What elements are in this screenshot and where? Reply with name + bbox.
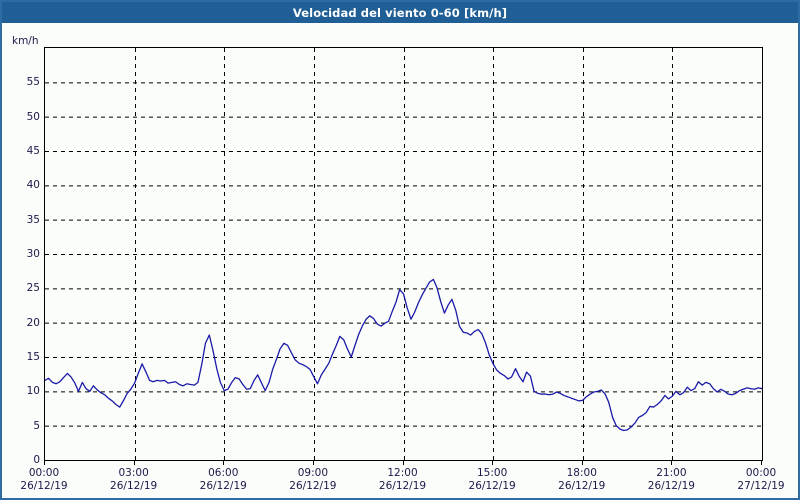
y-axis-tick-label: 0 [33, 454, 40, 466]
x-axis-tick-label: 21:00 26/12/19 [648, 467, 695, 493]
x-axis-tick-label: 09:00 26/12/19 [289, 467, 336, 493]
x-axis-tick-label: 06:00 26/12/19 [200, 467, 247, 493]
y-axis-tick-label: 55 [26, 76, 40, 89]
data-series-layer [45, 278, 762, 432]
x-tick-date: 26/12/19 [468, 480, 516, 492]
x-tick-time: 09:00 [297, 467, 329, 479]
plot-area [44, 47, 763, 461]
y-axis-tick-label: 35 [26, 213, 40, 226]
y-axis-tick-label: 30 [26, 248, 40, 260]
x-axis-tick-label: 00:00 26/12/19 [20, 467, 67, 493]
x-axis-tick-label: 15:00 26/12/19 [469, 467, 516, 493]
y-axis-tick-label: 10 [26, 385, 40, 398]
x-tick-time: 00:00 [28, 467, 60, 479]
x-tick-time: 06:00 [208, 467, 239, 479]
data-series-line [45, 278, 762, 432]
x-axis-tick-marks [44, 461, 762, 465]
x-axis-tick-label: 12:00 26/12/19 [379, 467, 426, 493]
x-axis-tick-label: 18:00 26/12/19 [558, 467, 605, 493]
x-tick-date: 26/12/19 [199, 480, 247, 492]
x-tick-date: 26/12/19 [378, 480, 427, 492]
x-tick-date: 27/12/19 [737, 480, 785, 492]
y-axis-unit-label: km/h [12, 35, 39, 47]
x-tick-time: 18:00 [566, 467, 597, 479]
x-tick-date: 26/12/19 [110, 480, 158, 492]
x-axis-tick-label: 03:00 26/12/19 [110, 467, 157, 493]
y-axis-tick-label: 40 [26, 179, 40, 192]
page-title: Velocidad del viento 0-60 [km/h] [292, 5, 508, 20]
y-axis-tick-label: 20 [26, 316, 40, 329]
x-tick-date: 26/12/19 [289, 480, 337, 492]
x-axis-tick-labels: 00:00 26/12/19 03:00 26/12/19 06:00 26/12/19 0… [20, 463, 784, 495]
y-axis-tick-label: 5 [33, 419, 40, 432]
y-axis-tick-labels: 0 5 10 15 20 25 30 35 40 45 50 55 [2, 47, 40, 466]
y-axis-tick-label: 15 [26, 351, 40, 363]
x-axis-tick-label: 00:00 27/12/19 [737, 467, 784, 493]
x-tick-time: 15:00 [476, 467, 508, 479]
chart-canvas: km/h 0 5 10 15 20 25 30 35 40 45 50 55 00:00 26/12/1… [2, 23, 798, 498]
window-title-bar: Velocidad del viento 0-60 [km/h] [2, 2, 798, 23]
x-tick-time: 00:00 [745, 467, 777, 479]
y-axis-tick-label: 45 [26, 145, 40, 157]
x-tick-date: 26/12/19 [558, 480, 606, 492]
x-tick-time: 12:00 [387, 467, 418, 479]
y-axis-tick-label: 50 [26, 110, 40, 123]
y-axis-tick-label: 25 [26, 282, 40, 295]
x-tick-date: 26/12/19 [647, 480, 695, 492]
x-tick-time: 21:00 [656, 467, 687, 479]
x-tick-time: 03:00 [118, 467, 149, 479]
x-tick-date: 26/12/19 [20, 480, 68, 492]
